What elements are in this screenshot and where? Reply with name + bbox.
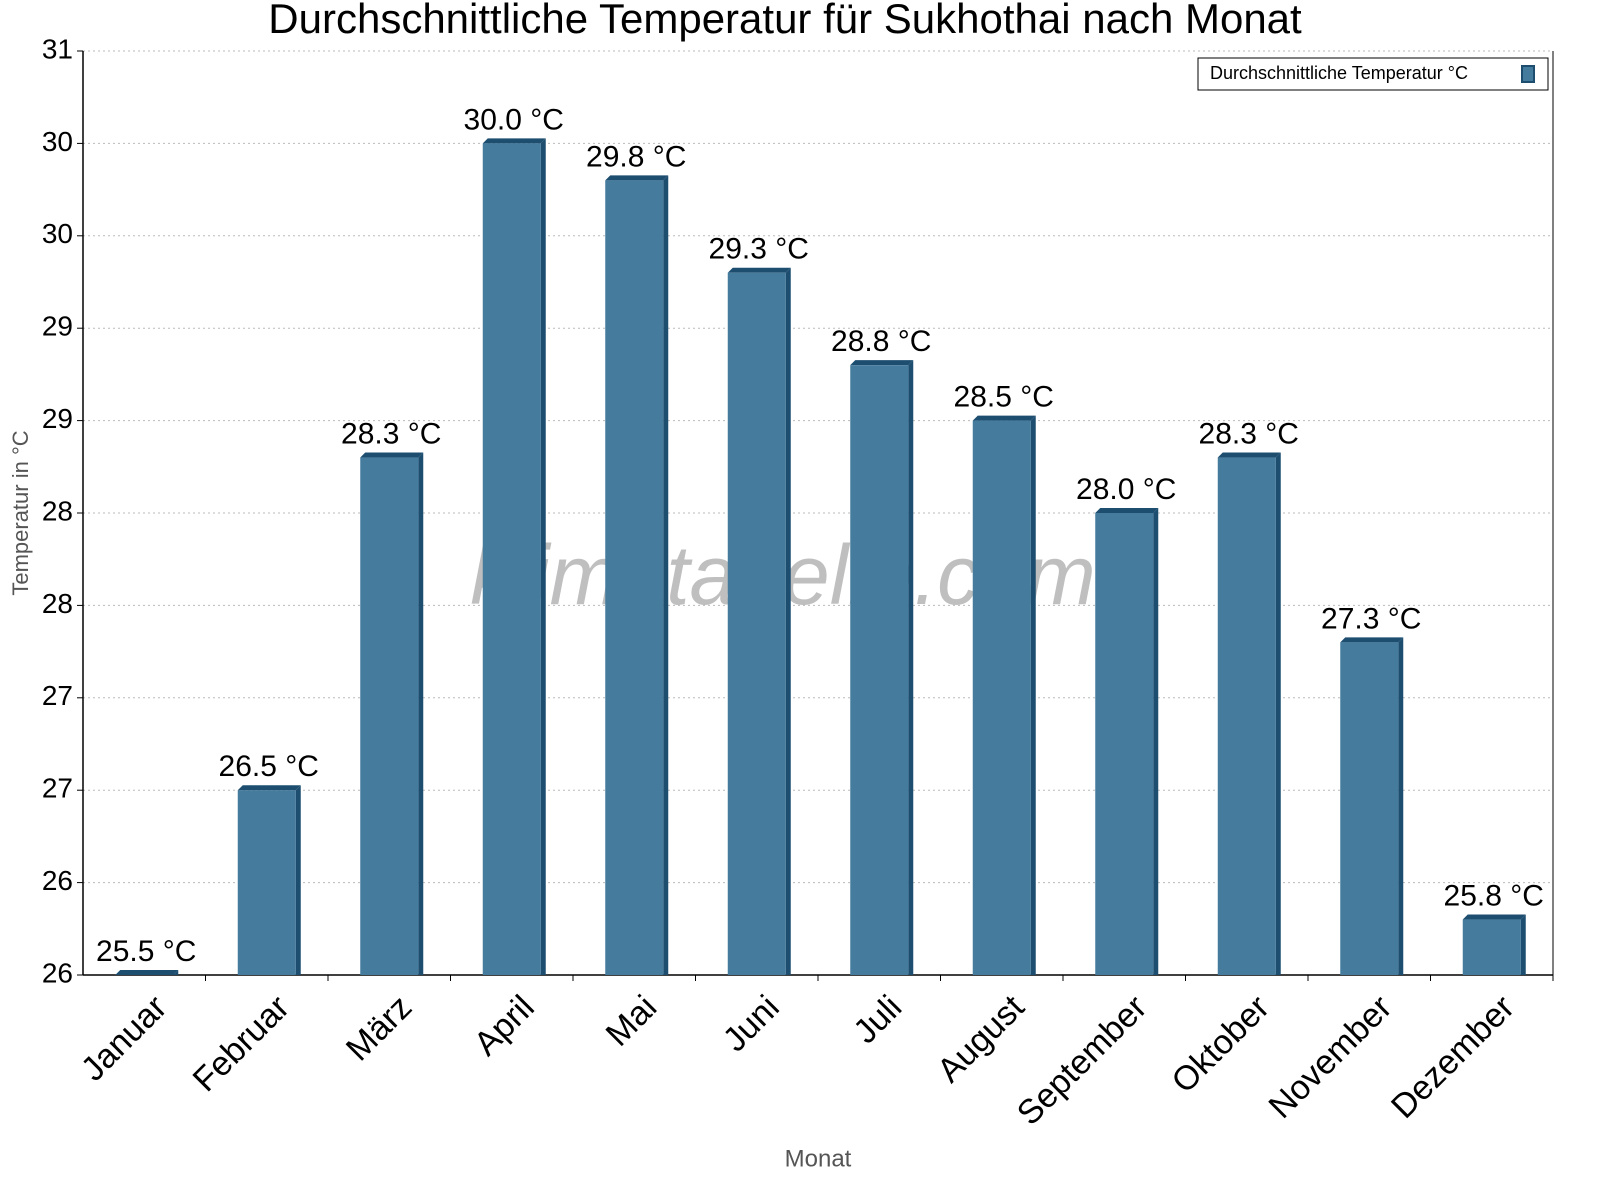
bar-top xyxy=(1340,637,1404,643)
bar-top xyxy=(727,267,791,273)
bar xyxy=(850,365,909,975)
bar-side xyxy=(663,175,669,976)
bar-top xyxy=(237,785,301,791)
legend: Durchschnittliche Temperatur °C xyxy=(1197,57,1549,91)
x-tick-label: August xyxy=(930,988,1032,1090)
y-tick-label: 30 xyxy=(42,218,73,249)
y-tick-label: 31 xyxy=(42,33,73,64)
bar xyxy=(482,143,541,975)
bar-group xyxy=(360,452,424,975)
bar-group xyxy=(1217,452,1281,975)
bar xyxy=(237,790,296,975)
bar-group xyxy=(482,138,546,975)
y-tick-label: 27 xyxy=(42,680,73,711)
chart-title: Durchschnittliche Temperatur für Sukhoth… xyxy=(268,0,1302,42)
bar-group xyxy=(727,267,791,975)
bar xyxy=(1095,513,1154,975)
bar-group xyxy=(237,785,301,975)
value-label: 28.3 °C xyxy=(1199,417,1299,450)
bar-top xyxy=(972,415,1036,421)
y-tick-label: 28 xyxy=(42,495,73,526)
bar-top xyxy=(850,360,914,366)
x-tick-label: Januar xyxy=(74,988,174,1088)
bar-group xyxy=(115,970,179,975)
y-tick-label: 29 xyxy=(42,403,73,434)
bar-top xyxy=(1217,452,1281,458)
bar-top xyxy=(482,138,546,144)
legend-box xyxy=(1197,57,1549,91)
x-axis-label: Monat xyxy=(785,1145,852,1172)
bar-side xyxy=(1520,914,1526,975)
value-label: 26.5 °C xyxy=(219,750,319,783)
x-tick-label: Juni xyxy=(716,988,787,1059)
bar xyxy=(1217,457,1276,975)
y-axis-label: Temperatur in °C xyxy=(8,430,33,595)
bar xyxy=(360,457,419,975)
value-label: 27.3 °C xyxy=(1321,602,1421,635)
legend-swatch xyxy=(1521,65,1535,83)
bar-side xyxy=(1030,415,1036,976)
x-tick-label: Februar xyxy=(186,988,297,1099)
x-tick-label: April xyxy=(467,988,542,1063)
bar xyxy=(727,272,786,975)
bar-group xyxy=(605,175,669,976)
y-tick-label: 29 xyxy=(42,311,73,342)
y-tick-label: 26 xyxy=(42,957,73,988)
value-label: 30.0 °C xyxy=(464,103,564,136)
y-tick-label: 30 xyxy=(42,126,73,157)
bar-group xyxy=(1462,914,1526,975)
x-tick-label: September xyxy=(1010,988,1154,1132)
bar-group xyxy=(1095,508,1159,975)
bar xyxy=(605,180,664,976)
x-tick-label: Dezember xyxy=(1384,988,1522,1126)
bar-top xyxy=(360,452,424,458)
value-label: 29.8 °C xyxy=(586,140,686,173)
y-tick-label: 28 xyxy=(42,588,73,619)
x-tick-label: Oktober xyxy=(1164,988,1276,1100)
bar-top xyxy=(115,970,179,975)
legend-label: Durchschnittliche Temperatur °C xyxy=(1210,63,1468,83)
x-tick-label: Juli xyxy=(846,988,909,1051)
bar xyxy=(972,420,1031,976)
value-label: 25.8 °C xyxy=(1444,879,1544,912)
value-label: 29.3 °C xyxy=(709,233,809,266)
value-label: 28.0 °C xyxy=(1076,473,1176,506)
bar-side xyxy=(295,785,301,975)
x-tick-label: März xyxy=(339,988,419,1068)
bar-top xyxy=(1095,508,1159,513)
y-tick-label: 27 xyxy=(42,773,73,804)
bar-side xyxy=(785,267,791,975)
bar-side xyxy=(908,360,914,975)
bar-side xyxy=(1275,452,1281,975)
bar-side xyxy=(418,452,424,975)
bar-top xyxy=(1462,914,1526,920)
value-label: 25.5 °C xyxy=(96,935,196,968)
y-tick-label: 26 xyxy=(42,865,73,896)
bar xyxy=(1462,919,1521,975)
bar-top xyxy=(605,175,669,181)
bar-group xyxy=(972,415,1036,976)
bar-group xyxy=(850,360,914,975)
x-tick-label: November xyxy=(1261,988,1399,1126)
bar-side xyxy=(1153,508,1159,975)
value-label: 28.5 °C xyxy=(954,381,1054,414)
bar-side xyxy=(1398,637,1404,975)
x-tick-label: Mai xyxy=(599,988,665,1054)
bar xyxy=(1340,642,1399,975)
bar-side xyxy=(540,138,546,975)
value-label: 28.3 °C xyxy=(341,417,441,450)
value-label: 28.8 °C xyxy=(831,325,931,358)
bar-group xyxy=(1340,637,1404,975)
